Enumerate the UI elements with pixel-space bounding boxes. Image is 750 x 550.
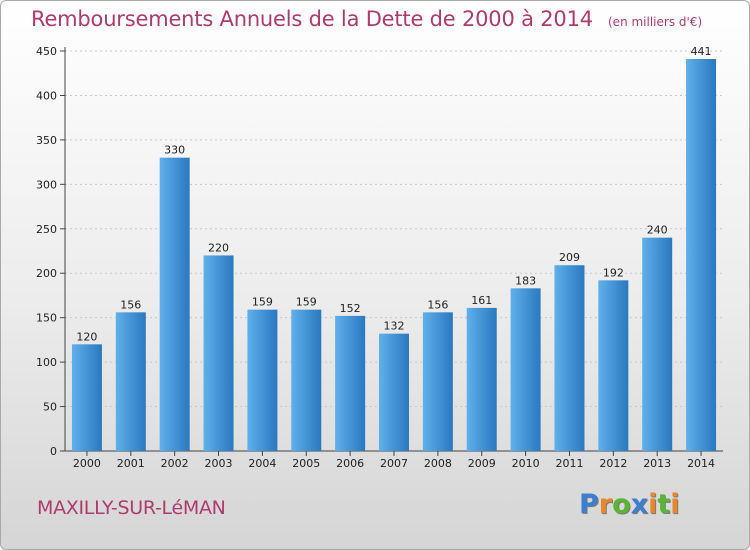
x-tick-label-2003: 2003 [205,457,233,470]
y-tick-label: 450 [36,45,57,58]
x-tick-label-2006: 2006 [336,457,364,470]
data-label-2001: 156 [120,298,141,311]
bar-2009 [466,307,497,451]
data-label-2007: 132 [384,320,405,333]
y-tick-label: 250 [36,223,57,236]
chart-title: Remboursements Annuels de la Dette de 20… [31,7,593,31]
x-tick-label-2002: 2002 [161,457,189,470]
logo-letter: i [670,489,680,520]
logo-letter: o [612,489,631,520]
y-tick-label: 350 [36,134,57,147]
x-tick-label-2010: 2010 [512,457,540,470]
data-label-2013: 240 [647,224,668,237]
logo-letter: t [657,489,671,520]
data-label-2006: 152 [340,302,361,315]
data-label-2000: 120 [76,330,97,343]
x-tick-label-2007: 2007 [380,457,408,470]
logo-letter: i [648,489,658,520]
data-label-2004: 159 [252,296,273,309]
place-name: MAXILLY-SUR-LéMAN [37,497,226,519]
bar-2004 [247,309,278,451]
x-tick-label-2011: 2011 [555,457,583,470]
y-tick-label: 100 [36,356,57,369]
bar-2012 [598,280,629,451]
bar-2007 [379,333,409,451]
data-label-2010: 183 [515,274,536,287]
x-tick-label-2004: 2004 [248,457,276,470]
data-label-2005: 159 [296,296,317,309]
title-line: Remboursements Annuels de la Dette de 20… [31,7,702,31]
logo-letter: P [579,489,599,520]
bar-2003 [203,255,234,451]
data-label-2003: 220 [208,241,229,254]
y-tick-label: 400 [36,89,57,102]
data-label-2012: 192 [603,266,624,279]
x-tick-label-2014: 2014 [687,457,715,470]
bar-2002 [159,157,190,451]
bar-2014 [686,59,717,451]
bar-2010 [510,288,541,451]
data-label-2008: 156 [427,298,448,311]
proxiti-logo: Proxiti [579,489,680,520]
data-label-2009: 161 [471,294,492,307]
bar-2006 [335,315,366,451]
data-label-2014: 441 [691,45,712,58]
y-tick-label: 0 [50,445,57,458]
bar-2001 [115,312,146,451]
grid-lines [60,50,723,452]
data-label-2002: 330 [164,144,185,157]
data-labels: 120 156 330 220 159 159 152 132 156 161 183 209 192 2… [76,45,711,343]
y-tick-label: 150 [36,312,57,325]
bar-2011 [554,265,585,451]
bars [71,59,717,451]
logo-letter: x [630,489,649,520]
y-tick-label: 300 [36,178,57,191]
x-tick-label-2008: 2008 [424,457,452,470]
y-tick-label: 50 [43,401,57,414]
x-tick-label-2009: 2009 [468,457,496,470]
chart-subtitle: (en milliers d'€) [608,15,703,29]
bar-2005 [291,309,322,451]
x-tick-label-2013: 2013 [643,457,671,470]
y-tick-label: 200 [36,267,57,280]
y-tick-labels: 0 50 100 150 200 250 300 350 400 450 [36,45,57,458]
bar-2013 [642,237,673,451]
data-label-2011: 209 [559,251,580,264]
x-tick-label-2001: 2001 [117,457,145,470]
bar-2000 [71,344,102,451]
logo-letter: r [598,489,613,520]
bar-2008 [422,312,453,451]
x-tick-label-2012: 2012 [599,457,627,470]
x-tick-labels: 2000 2001 2002 2003 2004 2005 2006 2007 2008 2009… [73,451,715,470]
x-tick-label-2000: 2000 [73,457,101,470]
x-tick-label-2005: 2005 [292,457,320,470]
